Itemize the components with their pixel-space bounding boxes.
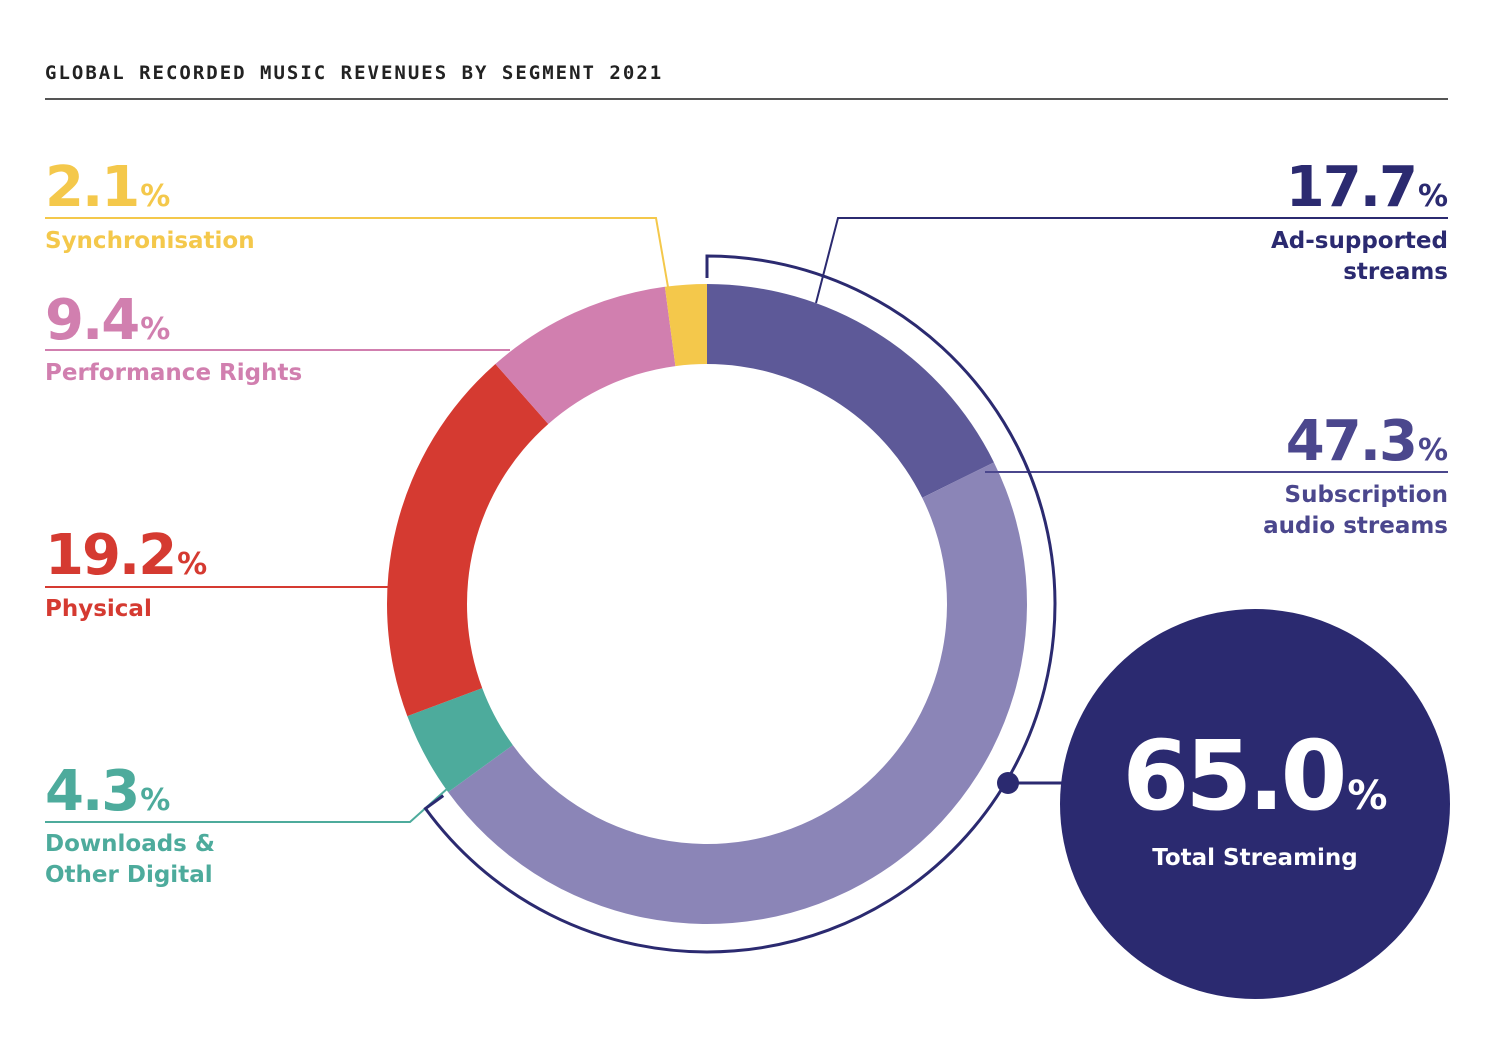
total-streaming-circle xyxy=(1060,609,1450,999)
slice-subscription-audio-streams xyxy=(448,462,1027,924)
percent-sign: % xyxy=(177,547,208,582)
slice-downloads-other-digital xyxy=(407,688,513,793)
slice-performance-rights xyxy=(495,286,676,424)
slice-physical xyxy=(387,363,549,717)
label-subscription-line1: Subscription xyxy=(1284,482,1448,508)
donut-slices xyxy=(387,284,1027,924)
percent-sign: % xyxy=(1417,433,1448,468)
value-downloads: 4.3% xyxy=(45,764,170,820)
percent-sign: % xyxy=(1347,773,1388,819)
value-performance-rights: 9.4% xyxy=(45,293,170,349)
label-physical: Physical xyxy=(45,596,152,622)
label-subscription-line2: audio streams xyxy=(1263,513,1448,539)
value-ad-supported-number: 17.7 xyxy=(1285,155,1418,220)
value-subscription: 47.3% xyxy=(1286,414,1448,470)
percent-sign: % xyxy=(140,783,171,818)
percent-sign: % xyxy=(1417,179,1448,214)
label-performance-rights: Performance Rights xyxy=(45,360,303,386)
slice-synchronisation xyxy=(664,284,707,367)
value-performance-rights-number: 9.4 xyxy=(45,288,140,353)
label-ad-supported: Ad-supported streams xyxy=(1271,226,1448,288)
value-synchronisation-number: 2.1 xyxy=(45,155,140,220)
label-ad-supported-line2: streams xyxy=(1343,259,1448,285)
value-subscription-number: 47.3 xyxy=(1285,409,1418,474)
value-downloads-number: 4.3 xyxy=(45,759,140,824)
slice-ad-supported-streams xyxy=(707,284,994,498)
label-downloads-line1: Downloads & xyxy=(45,831,215,857)
streaming-bracket-arc xyxy=(423,254,1057,954)
value-physical-number: 19.2 xyxy=(45,523,177,588)
title-divider xyxy=(45,98,1448,100)
value-ad-supported: 17.7% xyxy=(1286,160,1448,216)
label-synchronisation: Synchronisation xyxy=(45,228,255,254)
leader-line-downloads xyxy=(45,787,449,823)
chart-title: GLOBAL RECORDED MUSIC REVENUES BY SEGMEN… xyxy=(45,62,664,84)
total-streaming-label: Total Streaming xyxy=(1152,845,1358,871)
percent-sign: % xyxy=(140,312,171,347)
label-subscription: Subscription audio streams xyxy=(1263,480,1448,542)
leader-line-synchronisation xyxy=(45,217,669,288)
streaming-connector-dot xyxy=(997,772,1019,794)
label-downloads-line2: Other Digital xyxy=(45,862,213,888)
total-streaming-value: 65.0% xyxy=(1060,728,1450,824)
label-ad-supported-line1: Ad-supported xyxy=(1270,228,1448,254)
total-streaming-number: 65.0 xyxy=(1122,720,1348,832)
value-synchronisation: 2.1% xyxy=(45,160,170,216)
label-downloads: Downloads & Other Digital xyxy=(45,829,215,891)
value-physical: 19.2% xyxy=(45,528,207,584)
percent-sign: % xyxy=(140,179,171,214)
